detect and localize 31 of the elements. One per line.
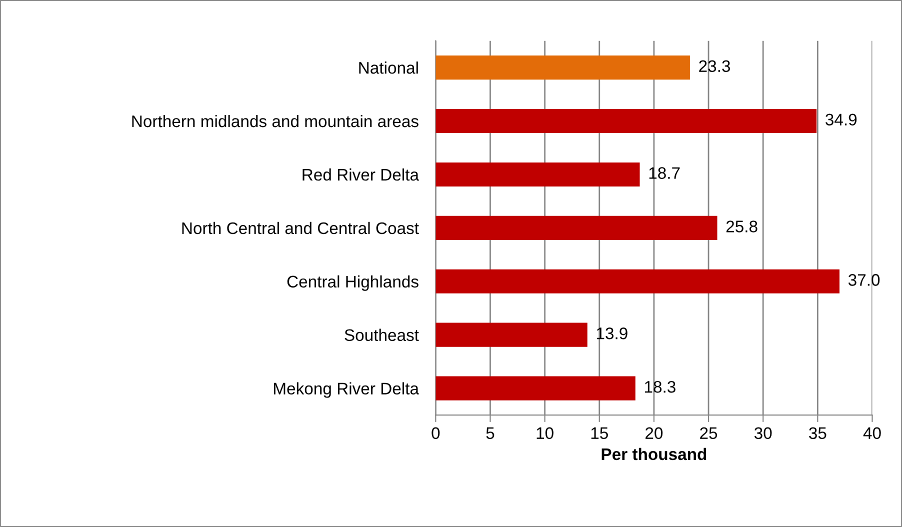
data-label: 18.7 (649, 167, 680, 179)
y-tick-label: National (359, 62, 418, 74)
bar (436, 216, 718, 240)
bar (436, 269, 840, 294)
y-tick-label: Red River Delta (302, 168, 420, 181)
y-tick-label: North Central and Central Coast (182, 222, 419, 234)
bar (436, 322, 588, 347)
data-label: 23.3 (699, 60, 730, 72)
x-tick-label: 15 (591, 427, 608, 440)
x-tick-label: 40 (863, 427, 881, 440)
x-tick-label: 30 (754, 427, 772, 440)
data-label: 25.8 (726, 220, 758, 232)
x-tick-label: 35 (809, 427, 826, 440)
bar (436, 162, 640, 186)
x-tick-label: 10 (536, 427, 554, 440)
x-axis-title: Per thousand (602, 448, 706, 460)
x-tick-label: 0 (432, 427, 440, 440)
bar (436, 108, 817, 134)
bar (436, 376, 636, 400)
bar (436, 56, 690, 80)
y-tick-label: Central Highlands (287, 275, 418, 291)
x-tick-label: 20 (646, 427, 663, 440)
data-label: 18.3 (645, 380, 676, 393)
y-tick-label: Northern midlands and mountain areas (132, 114, 418, 128)
data-label: 13.9 (596, 328, 628, 340)
x-tick-label: 25 (700, 427, 718, 440)
y-tick-label: Southeast (344, 328, 419, 342)
data-label: 34.9 (826, 114, 857, 126)
y-tick-label: Mekong River Delta (274, 382, 420, 398)
x-tick-label: 5 (486, 427, 494, 440)
data-label: 37.0 (848, 274, 880, 286)
